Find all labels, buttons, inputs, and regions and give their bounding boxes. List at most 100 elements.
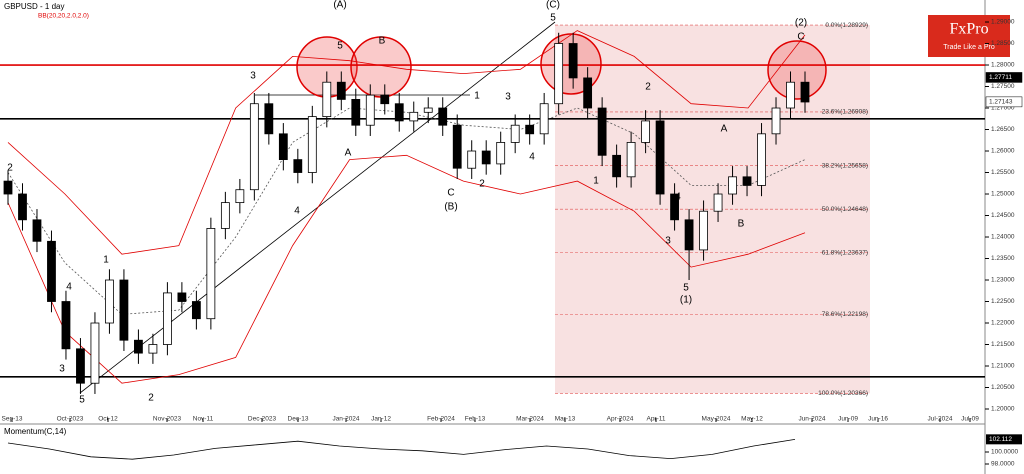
candle-body <box>713 193 723 212</box>
y-tick-label: 1.21000 <box>991 363 1015 370</box>
y-tick-label: 1.20500 <box>991 384 1015 391</box>
wave-label: 2 <box>148 393 154 404</box>
candle-body <box>220 202 230 229</box>
x-tick-label: Oct-2023 <box>57 416 84 423</box>
x-tick-label: Apr-11 <box>646 416 665 423</box>
wave-label: B <box>379 36 386 47</box>
candle-body <box>336 81 346 100</box>
candle-body <box>510 124 520 143</box>
x-tick-label: Dec-13 <box>288 416 309 423</box>
fib-label: 61.8%(1.23637) <box>822 249 868 256</box>
candle-body <box>771 107 781 135</box>
wave-label: 5 <box>683 283 689 294</box>
wave-label: 3 <box>505 92 511 103</box>
y-tick-label: 1.20000 <box>991 406 1015 413</box>
x-tick-label: May-12 <box>741 416 763 423</box>
candle-body <box>76 348 85 384</box>
x-tick-label: Mar-2024 <box>516 416 544 423</box>
candle-body <box>134 339 143 354</box>
x-tick-label: Nov-2023 <box>153 416 182 423</box>
candle-body <box>786 81 795 109</box>
candle-body <box>438 107 448 126</box>
candle-body <box>32 219 42 242</box>
candle-body <box>3 180 13 195</box>
candle-body <box>423 107 433 113</box>
candle-body <box>583 77 593 109</box>
y-tick-label: 1.29000 <box>991 19 1015 26</box>
y-tick-label: 1.24000 <box>991 234 1015 241</box>
wave-label: B <box>738 219 745 230</box>
wave-label: 1 <box>593 176 599 187</box>
candle-body <box>380 94 390 105</box>
wave-label: C <box>797 32 804 43</box>
candle-body <box>177 292 187 302</box>
x-tick-label: Sep-13 <box>2 416 23 423</box>
bollinger-upper <box>7 30 806 255</box>
candle-body <box>728 176 737 195</box>
candle-body <box>105 279 114 324</box>
x-tick-label: Jul-09 <box>961 416 979 423</box>
candle-body <box>322 81 332 118</box>
wave-label: 1 <box>474 91 480 102</box>
y-tick-label: 1.26000 <box>991 148 1015 155</box>
candle-body <box>61 301 71 350</box>
chart-title: GBPUSD - 1 day <box>4 2 64 11</box>
y-tick-label: 98.0000 <box>991 461 1015 468</box>
y-tick-label: 1.25500 <box>991 169 1015 176</box>
candle-body <box>539 103 549 135</box>
x-tick-label: Jun-2024 <box>798 416 825 423</box>
candle-body <box>641 120 650 143</box>
y-tick-label: 1.25000 <box>991 191 1015 198</box>
fib-label: 100.0%(1.20366) <box>818 390 868 397</box>
wave-label: 3 <box>665 236 671 247</box>
x-tick-label: Mar-13 <box>555 416 576 423</box>
candle-body <box>409 111 419 122</box>
candle-body <box>757 133 766 186</box>
y-tick-label: 1.28000 <box>991 62 1015 69</box>
x-tick-label: Nov-11 <box>193 416 214 423</box>
x-tick-label: Oct-12 <box>98 416 118 423</box>
candle-body <box>119 279 129 341</box>
momentum-line <box>7 439 796 460</box>
price-label-box <box>985 96 1023 108</box>
wave-label: 4 <box>66 282 72 293</box>
momentum-title: Momentum(C,14) <box>4 427 67 436</box>
y-tick-label: 100.0000 <box>991 449 1018 456</box>
logo-box <box>928 15 1010 57</box>
wave-label: A <box>345 148 352 159</box>
x-tick-label: Jan-2024 <box>332 416 359 423</box>
candle-body <box>612 154 622 178</box>
x-tick-label: Jan-12 <box>371 416 391 423</box>
candle-body <box>264 103 274 135</box>
candle-body <box>597 107 607 156</box>
x-tick-label: Dec-2023 <box>248 416 277 423</box>
candle-body <box>699 210 708 251</box>
candle-body <box>568 43 578 79</box>
wave-label: (1) <box>680 295 692 306</box>
wave-label: A <box>721 124 728 135</box>
y-tick-label: 1.23000 <box>991 277 1015 284</box>
wave-label: 3 <box>59 364 65 375</box>
logo-name: FxPro <box>949 21 988 38</box>
candle-body <box>90 322 100 384</box>
candle-body <box>742 176 752 186</box>
y-tick-label: 1.23500 <box>991 255 1015 262</box>
candle-body <box>626 142 636 178</box>
price-label: 1.27143 <box>989 99 1013 106</box>
wave-label: C <box>447 188 454 199</box>
wave-label: (2) <box>795 18 807 29</box>
y-tick-label: 1.27000 <box>991 105 1015 112</box>
candle-body <box>496 142 506 165</box>
wave-label: 2 <box>479 179 485 190</box>
candle-body <box>351 99 361 126</box>
wave-label: (C) <box>546 0 560 11</box>
wave-label: 2 <box>645 82 651 93</box>
candle-body <box>394 103 404 122</box>
wave-label: 4 <box>675 192 681 203</box>
candle-body <box>800 81 810 103</box>
price-label-box <box>986 434 1022 445</box>
wave-label: 5 <box>337 41 343 52</box>
price-label: 102.112 <box>989 436 1012 443</box>
candle-body <box>249 103 259 191</box>
